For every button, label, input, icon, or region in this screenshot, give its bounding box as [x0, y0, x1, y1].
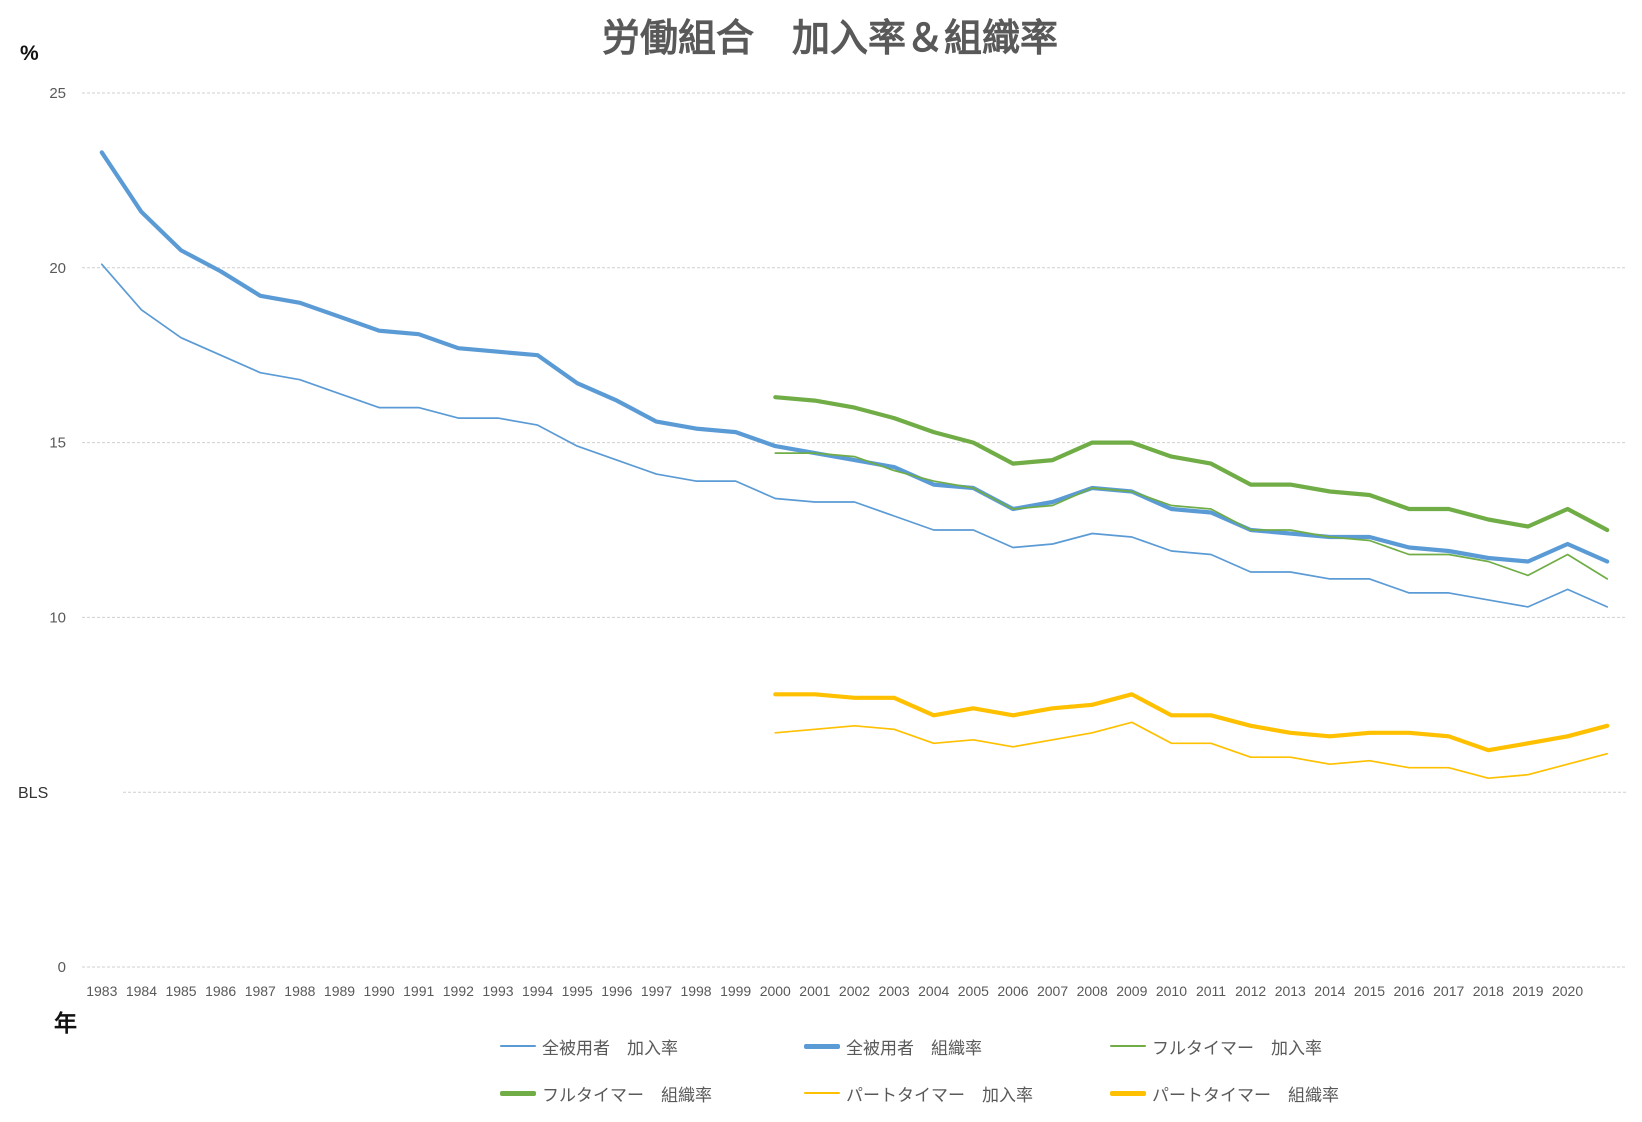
x-tick-label: 2004: [918, 983, 949, 999]
x-tick-label: 1998: [680, 983, 711, 999]
series-line-part-time-represented: [773, 692, 1610, 753]
legend-item-part-time-membership: パートタイマー 加入率: [804, 1081, 1033, 1106]
x-tick-label: 1999: [720, 983, 751, 999]
y-tick-label: 15: [49, 435, 66, 452]
x-tick-label: 1985: [165, 983, 196, 999]
x-tick-label: 2012: [1235, 983, 1266, 999]
gridlines: [82, 92, 1627, 968]
x-tick-label: 2000: [760, 983, 791, 999]
x-tick-label: 1988: [284, 983, 315, 999]
x-axis-tick-labels: 1983 1984 1985 1986 1987 1988 1989 1990 1991 1992…: [86, 983, 1583, 999]
legend-label: 全被用者 組織率: [846, 1038, 982, 1059]
legend-label: パートタイマー 加入率: [846, 1085, 1033, 1106]
legend-swatch: [804, 1092, 840, 1094]
y-tick-label: 25: [49, 85, 66, 102]
x-tick-label: 2019: [1512, 983, 1543, 999]
series-line-all-employees-membership: [100, 263, 1609, 608]
x-tick-label: 2020: [1552, 983, 1583, 999]
legend-item-full-time-membership: フルタイマー 加入率: [1110, 1034, 1322, 1059]
x-tick-label: 1986: [205, 983, 236, 999]
source-annotation: BLS: [18, 785, 48, 802]
legend-swatch: [500, 1090, 536, 1096]
legend-label: パートタイマー 組織率: [1152, 1085, 1339, 1106]
x-axis-unit-label: 年: [54, 1011, 77, 1037]
x-tick-label: 1983: [86, 983, 117, 999]
legend-label: フルタイマー 組織率: [542, 1085, 712, 1106]
x-tick-label: 1991: [403, 983, 434, 999]
legend-label: 全被用者 加入率: [542, 1038, 678, 1059]
legend-item-all-employees-represented: 全被用者 組織率: [804, 1034, 982, 1059]
series-line-part-time-membership: [774, 721, 1609, 780]
x-tick-label: 2003: [879, 983, 910, 999]
legend-label: フルタイマー 加入率: [1152, 1038, 1322, 1059]
y-tick-label: 0: [58, 959, 66, 976]
y-tick-label: 10: [49, 609, 66, 626]
x-tick-label: 1992: [443, 983, 474, 999]
x-tick-label: 2009: [1116, 983, 1147, 999]
x-tick-label: 2017: [1433, 983, 1464, 999]
x-tick-label: 1995: [562, 983, 593, 999]
x-tick-label: 2014: [1314, 983, 1345, 999]
x-tick-label: 2001: [799, 983, 830, 999]
legend-item-full-time-represented: フルタイマー 組織率: [500, 1081, 712, 1106]
x-tick-label: 1994: [522, 983, 553, 999]
legend-swatch: [804, 1043, 840, 1049]
x-tick-label: 1997: [641, 983, 672, 999]
y-tick-label: 20: [49, 260, 66, 277]
legend-item-all-employees-membership: 全被用者 加入率: [500, 1034, 678, 1059]
series-line-full-time-membership: [774, 452, 1609, 580]
x-tick-label: 2005: [958, 983, 989, 999]
x-tick-label: 1987: [245, 983, 276, 999]
x-tick-label: 2015: [1354, 983, 1385, 999]
x-tick-label: 2016: [1394, 983, 1425, 999]
legend-swatch: [500, 1045, 536, 1047]
chart-title: 労働組合 加入率＆組織率: [601, 16, 1058, 60]
x-tick-label: 1990: [364, 983, 395, 999]
legend-swatch: [1110, 1045, 1146, 1047]
x-tick-label: 2002: [839, 983, 870, 999]
series-line-all-employees-represented: [99, 150, 1610, 564]
legend-swatch: [1110, 1090, 1146, 1096]
x-tick-label: 1993: [482, 983, 513, 999]
y-axis-tick-labels: 0 10 15 20 25: [49, 85, 66, 976]
x-tick-label: 1984: [126, 983, 157, 999]
legend-item-part-time-represented: パートタイマー 組織率: [1110, 1081, 1339, 1106]
x-tick-label: 2013: [1275, 983, 1306, 999]
x-tick-label: 1996: [601, 983, 632, 999]
series-lines: [99, 150, 1610, 780]
x-tick-label: 1989: [324, 983, 355, 999]
x-tick-label: 2010: [1156, 983, 1187, 999]
x-tick-label: 2007: [1037, 983, 1068, 999]
y-axis-unit-label: %: [20, 42, 39, 65]
x-tick-label: 2011: [1196, 983, 1226, 999]
x-tick-label: 2006: [997, 983, 1028, 999]
x-tick-label: 2008: [1077, 983, 1108, 999]
x-tick-label: 2018: [1473, 983, 1504, 999]
series-line-full-time-represented: [773, 395, 1610, 533]
